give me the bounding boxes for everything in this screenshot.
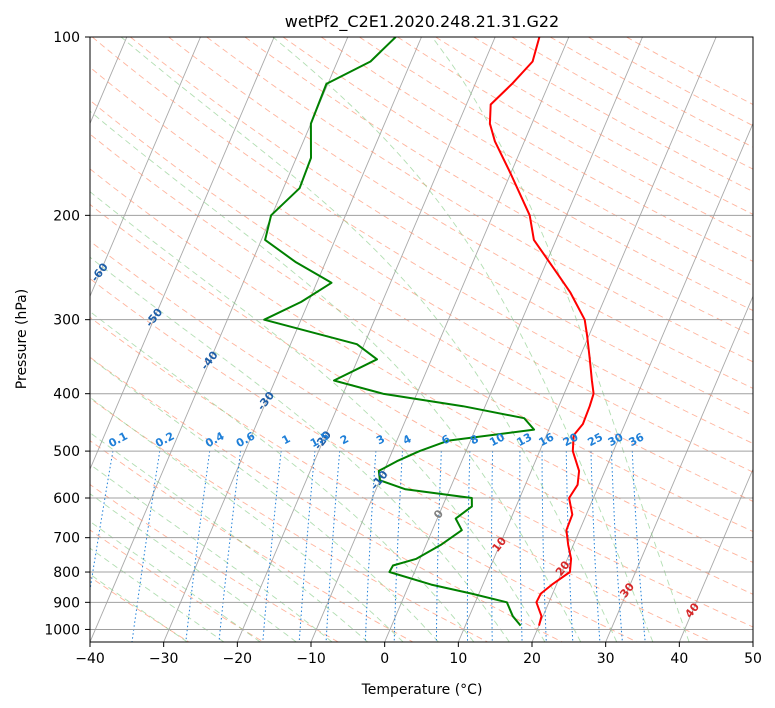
moist-adiabat-line: [90, 357, 439, 642]
dry-adiabat-line: [282, 37, 753, 312]
isotherm-line: [678, 467, 753, 642]
mixing-ratio-label: 13: [515, 430, 535, 449]
x-tick-label: −30: [149, 651, 179, 667]
dry-adiabat-line: [473, 37, 753, 193]
moist-adiabat-line: [90, 520, 261, 642]
mixing-ratio-line: [90, 451, 114, 594]
y-tick-label: 800: [53, 565, 80, 581]
x-tick-label: −20: [223, 651, 253, 667]
dry-adiabat-line: [90, 529, 264, 642]
moist-adiabat-line: [90, 463, 333, 642]
dry-adiabat-line: [549, 37, 753, 148]
x-tick-label: 50: [744, 651, 762, 667]
x-tick-label: 20: [523, 651, 541, 667]
isotherm-line: [90, 37, 201, 298]
dry-adiabat-line: [92, 37, 753, 444]
temperature-line: [488, 37, 595, 626]
y-tick-label: 600: [53, 491, 80, 507]
moist-adiabat-line: [90, 396, 404, 642]
y-tick-label: 300: [53, 313, 80, 329]
dry-adiabat-line: [397, 37, 753, 239]
profile-lines: [263, 37, 595, 627]
dry-adiabat-line: [359, 37, 753, 262]
isotherm-line: [605, 295, 753, 642]
mixing-ratio-label: 16: [537, 430, 557, 449]
mixing-ratio-label: 30: [606, 430, 626, 449]
background-guide-lines: [90, 37, 753, 642]
moist-adiabat-line: [90, 431, 368, 642]
chart-title: wetPf2_C2E1.2020.248.21.31.G22: [285, 12, 559, 32]
dry-adiabat-line: [90, 240, 753, 628]
dry-adiabat-line: [90, 483, 339, 642]
dry-adiabat-line: [90, 133, 753, 533]
y-axis-title: Pressure (hPa): [14, 289, 30, 389]
mixing-ratio-line: [262, 451, 282, 642]
y-tick-label: 500: [53, 444, 80, 460]
moist-adiabat-line: [90, 311, 475, 642]
mixing-ratio-label: 10: [487, 430, 507, 449]
dewpoint-line: [263, 37, 536, 627]
isotherm-line: [531, 122, 753, 642]
y-tick-label: 900: [53, 595, 80, 611]
mixing-ratio-line: [185, 451, 211, 642]
x-tick-label: 40: [670, 651, 688, 667]
dry-adiabat-line: [90, 397, 488, 642]
isotherm-line: [236, 37, 496, 642]
dry-adiabat-line: [90, 66, 753, 473]
dry-adiabat-line: [90, 203, 753, 595]
isotherm-line: [384, 37, 643, 642]
dry-adiabat-line: [168, 37, 753, 389]
x-tick-label: 10: [449, 651, 467, 667]
isotherm-line: [90, 37, 275, 471]
moist-adiabat-line: [90, 493, 297, 642]
dry-adiabat-line: [90, 316, 638, 642]
moist-adiabat-line: [90, 256, 510, 642]
y-tick-label: 1000: [44, 622, 80, 638]
mixing-ratio-label: 36: [627, 430, 647, 449]
moist-adiabat-line: [90, 547, 225, 642]
x-axis-title: Temperature (°C): [361, 682, 483, 698]
y-axis-ticks: 100 200 300 400 500 600 700 800 900 1000: [44, 30, 90, 638]
y-tick-label: 700: [53, 531, 80, 547]
x-axis-ticks: −40 −30 −20 −10 0 10 20 30 40 50: [75, 642, 762, 667]
y-tick-label: 100: [53, 30, 80, 46]
x-tick-label: 30: [597, 651, 615, 667]
mixing-ratio-line: [218, 451, 241, 642]
dry-adiabat-line: [90, 99, 753, 502]
isotherm-line: [90, 37, 349, 642]
pressure-gridlines: [90, 37, 753, 630]
x-tick-label: −40: [75, 651, 105, 667]
mixing-ratio-label: 20: [561, 430, 581, 449]
x-tick-label: 0: [380, 651, 389, 667]
plot-frame: [89, 36, 754, 643]
isotherm-line: [163, 37, 422, 642]
y-tick-label: 400: [53, 387, 80, 403]
y-tick-label: 200: [53, 208, 80, 224]
dry-adiabat-line: [206, 37, 753, 363]
moist-adiabat-line: [90, 573, 188, 642]
dry-adiabat-line: [90, 278, 712, 642]
dry-adiabat-line: [90, 168, 753, 563]
mixing-ratio-line: [131, 451, 161, 642]
x-tick-label: −10: [296, 651, 326, 667]
mixing-ratio-label: 25: [585, 430, 605, 449]
moist-adiabat-line: [272, 37, 654, 642]
